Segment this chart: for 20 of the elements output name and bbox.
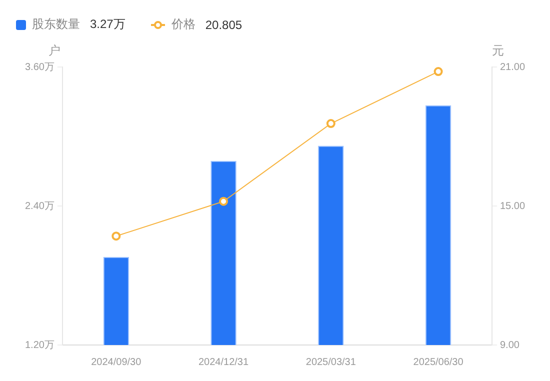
point [219,196,228,206]
y-tick-label: 1.20万 [24,340,54,351]
point [434,67,443,76]
y-tick-label: 3.60万 [24,62,54,73]
point [112,232,121,241]
y2-tick-label: 21.00 [500,62,526,73]
y-tick-label: 2.40万 [24,200,54,212]
y2-tick-label: 15.00 [500,200,526,212]
y2-tick-label: 9.00 [500,340,520,351]
x-tick-label: 2024/09/30 [91,356,142,368]
legend-label: 价格 [171,16,196,33]
text: 3.27万 [90,16,126,33]
x-tick-label: 2024/12/31 [198,356,249,368]
y-axis-title: 户 [48,43,60,58]
legend-label: 股东数量 [32,16,80,33]
x-tick-label: 2025/06/30 [413,356,464,368]
x-tick-label: 2025/03/31 [306,356,356,368]
y2-axis-title: 元 [492,43,504,58]
text: 20.805 [205,18,242,32]
point [326,119,336,128]
